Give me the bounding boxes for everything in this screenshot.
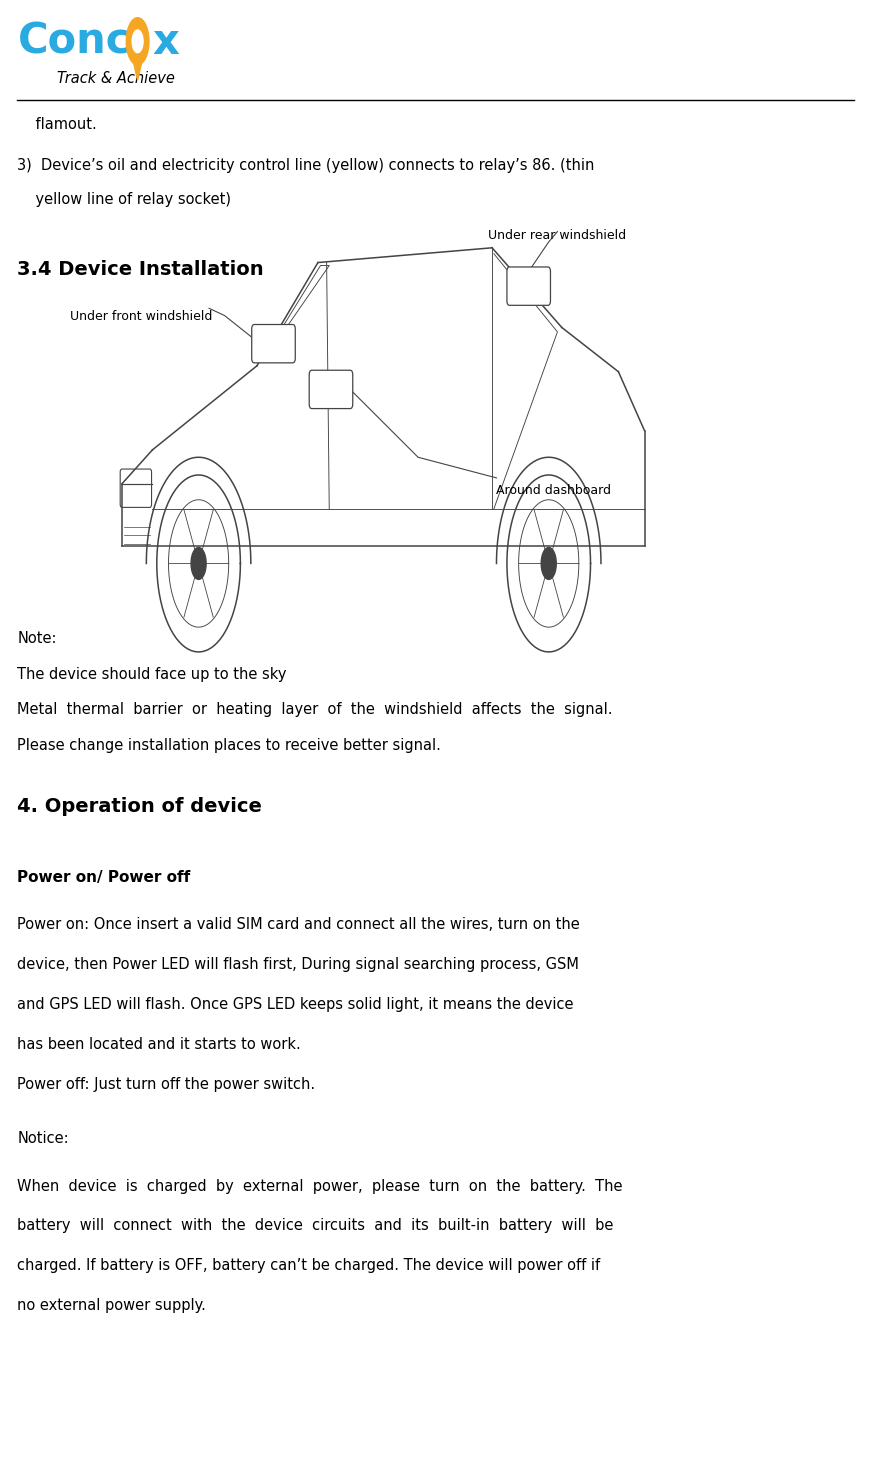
Text: no external power supply.: no external power supply.: [17, 1298, 206, 1313]
Text: Note:: Note:: [17, 631, 57, 646]
Text: and GPS LED will flash. Once GPS LED keeps solid light, it means the device: and GPS LED will flash. Once GPS LED kee…: [17, 997, 574, 1012]
FancyBboxPatch shape: [309, 370, 353, 409]
Text: Under rear windshield: Under rear windshield: [488, 229, 626, 242]
FancyBboxPatch shape: [120, 469, 152, 507]
Text: Device: Device: [258, 335, 289, 344]
Text: Track & Achieve: Track & Achieve: [57, 71, 174, 86]
Text: x: x: [152, 21, 179, 62]
Polygon shape: [132, 53, 144, 80]
Text: yellow line of relay socket): yellow line of relay socket): [17, 192, 232, 206]
Text: Around dashboard: Around dashboard: [496, 484, 611, 497]
Text: device, then Power LED will flash first, During signal searching process, GSM: device, then Power LED will flash first,…: [17, 957, 579, 972]
Text: Device: Device: [513, 277, 544, 286]
Text: charged. If battery is OFF, battery can’t be charged. The device will power off : charged. If battery is OFF, battery can’…: [17, 1258, 600, 1273]
Polygon shape: [541, 547, 557, 580]
Text: Power off: Just turn off the power switch.: Power off: Just turn off the power switc…: [17, 1077, 315, 1092]
Text: has been located and it starts to work.: has been located and it starts to work.: [17, 1037, 301, 1052]
Text: 3.4 Device Installation: 3.4 Device Installation: [17, 260, 264, 279]
Text: Notice:: Notice:: [17, 1131, 69, 1146]
Text: When  device  is  charged  by  external  power,  please  turn  on  the  battery.: When device is charged by external power…: [17, 1179, 623, 1193]
Text: Under front windshield: Under front windshield: [70, 310, 212, 323]
Text: The device should face up to the sky: The device should face up to the sky: [17, 667, 287, 681]
Text: Please change installation places to receive better signal.: Please change installation places to rec…: [17, 738, 442, 752]
Polygon shape: [132, 30, 143, 53]
Text: Metal  thermal  barrier  or  heating  layer  of  the  windshield  affects  the  : Metal thermal barrier or heating layer o…: [17, 702, 613, 717]
Text: 4. Operation of device: 4. Operation of device: [17, 796, 262, 816]
FancyBboxPatch shape: [252, 324, 295, 363]
Text: battery  will  connect  with  the  device  circuits  and  its  built-in  battery: battery will connect with the device cir…: [17, 1218, 614, 1233]
Text: Power on/ Power off: Power on/ Power off: [17, 870, 191, 885]
Polygon shape: [126, 18, 149, 65]
Text: flamout.: flamout.: [17, 117, 98, 131]
Text: Power on: Once insert a valid SIM card and connect all the wires, turn on the: Power on: Once insert a valid SIM card a…: [17, 917, 580, 932]
Text: Device: Device: [315, 381, 347, 389]
FancyBboxPatch shape: [507, 267, 550, 305]
Text: 3)  Device’s oil and electricity control line (yellow) connects to relay’s 86. (: 3) Device’s oil and electricity control …: [17, 158, 595, 173]
Text: Conc: Conc: [17, 21, 131, 62]
Polygon shape: [191, 547, 206, 580]
